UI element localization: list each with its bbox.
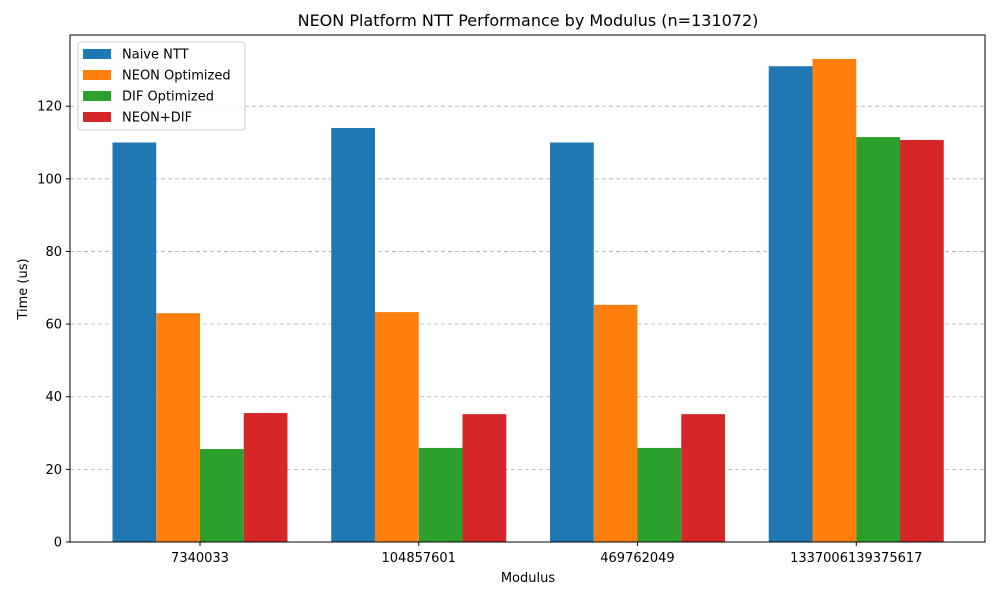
bar bbox=[112, 142, 157, 542]
legend: Naive NTT NEON Optimized DIF Optimized NEON… bbox=[77, 41, 246, 131]
x-tick-label: 7340033 bbox=[171, 551, 229, 566]
y-tick-label: 80 bbox=[45, 245, 62, 260]
legend-label: NEON Optimized bbox=[122, 69, 231, 84]
bar bbox=[681, 414, 725, 542]
bar bbox=[418, 447, 463, 542]
x-tick-label: 104857601 bbox=[382, 551, 456, 566]
legend-swatch bbox=[83, 49, 111, 59]
x-axis-label: Modulus bbox=[501, 571, 556, 586]
bar bbox=[550, 142, 594, 542]
bars bbox=[112, 58, 944, 543]
legend-swatch bbox=[83, 112, 111, 122]
bar bbox=[331, 127, 375, 542]
bar bbox=[243, 413, 288, 542]
y-axis: 0 20 40 60 80 100 120 bbox=[37, 100, 70, 551]
y-tick-label: 40 bbox=[45, 390, 62, 405]
x-tick-label: 1337006139375617 bbox=[790, 551, 922, 566]
y-tick-label: 120 bbox=[37, 100, 62, 115]
bar bbox=[637, 447, 682, 542]
bar bbox=[375, 312, 419, 542]
y-axis-label: Time (us) bbox=[16, 258, 31, 320]
legend-swatch bbox=[83, 91, 111, 101]
legend-label: NEON+DIF bbox=[122, 111, 192, 126]
legend-label: Naive NTT bbox=[122, 48, 189, 63]
bar bbox=[900, 139, 944, 542]
bar bbox=[768, 66, 813, 542]
x-axis: 7340033 104857601 469762049 133700613937561… bbox=[171, 542, 922, 566]
bar bbox=[156, 313, 200, 542]
chart-title: NEON Platform NTT Performance by Modulus… bbox=[298, 11, 759, 30]
bar bbox=[812, 58, 857, 543]
bar bbox=[200, 449, 244, 542]
y-tick-label: 0 bbox=[54, 536, 62, 551]
legend-box bbox=[77, 41, 246, 131]
bar bbox=[856, 137, 900, 543]
y-tick-label: 60 bbox=[45, 318, 62, 333]
legend-label: DIF Optimized bbox=[122, 90, 214, 105]
legend-swatch bbox=[83, 70, 111, 80]
plot-frame bbox=[69, 34, 986, 543]
y-tick-label: 20 bbox=[45, 463, 62, 478]
x-tick-label: 469762049 bbox=[600, 551, 674, 566]
bar bbox=[593, 304, 638, 542]
bar bbox=[462, 414, 507, 542]
grid-lines bbox=[70, 105, 985, 470]
y-tick-label: 100 bbox=[37, 172, 62, 187]
